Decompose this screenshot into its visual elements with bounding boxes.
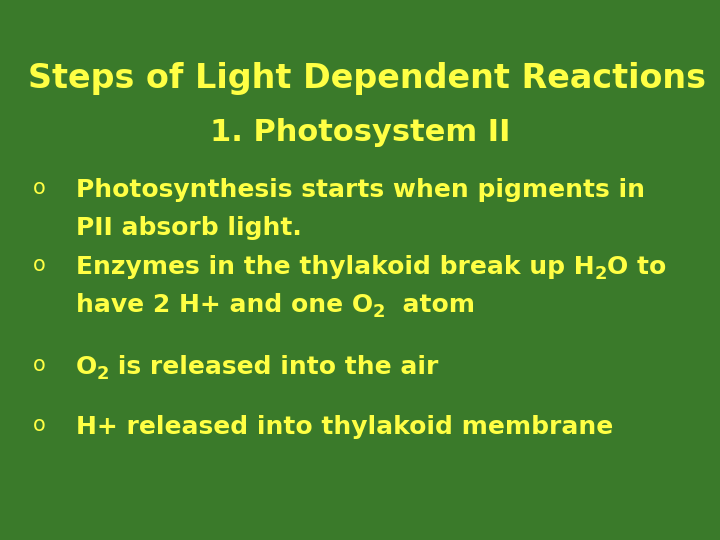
Text: 1. Photosystem II: 1. Photosystem II [210,118,510,147]
Text: have 2 H+ and one O: have 2 H+ and one O [76,293,373,317]
Text: H+ released into thylakoid membrane: H+ released into thylakoid membrane [76,415,613,439]
Text: 2: 2 [373,303,385,321]
Text: Enzymes in the thylakoid break up H: Enzymes in the thylakoid break up H [76,255,594,279]
Text: is released into the air: is released into the air [109,355,438,379]
Text: O to: O to [607,255,666,279]
Text: PII absorb light.: PII absorb light. [76,216,302,240]
Text: atom: atom [385,293,475,317]
Text: Steps of Light Dependent Reactions: Steps of Light Dependent Reactions [28,62,706,95]
Text: o: o [33,415,46,435]
Text: o: o [33,355,46,375]
Text: 2: 2 [594,265,607,283]
Text: 2: 2 [97,365,109,383]
Text: O: O [76,355,97,379]
Text: o: o [33,255,46,275]
Text: Photosynthesis starts when pigments in: Photosynthesis starts when pigments in [76,178,644,202]
Text: o: o [33,178,46,198]
